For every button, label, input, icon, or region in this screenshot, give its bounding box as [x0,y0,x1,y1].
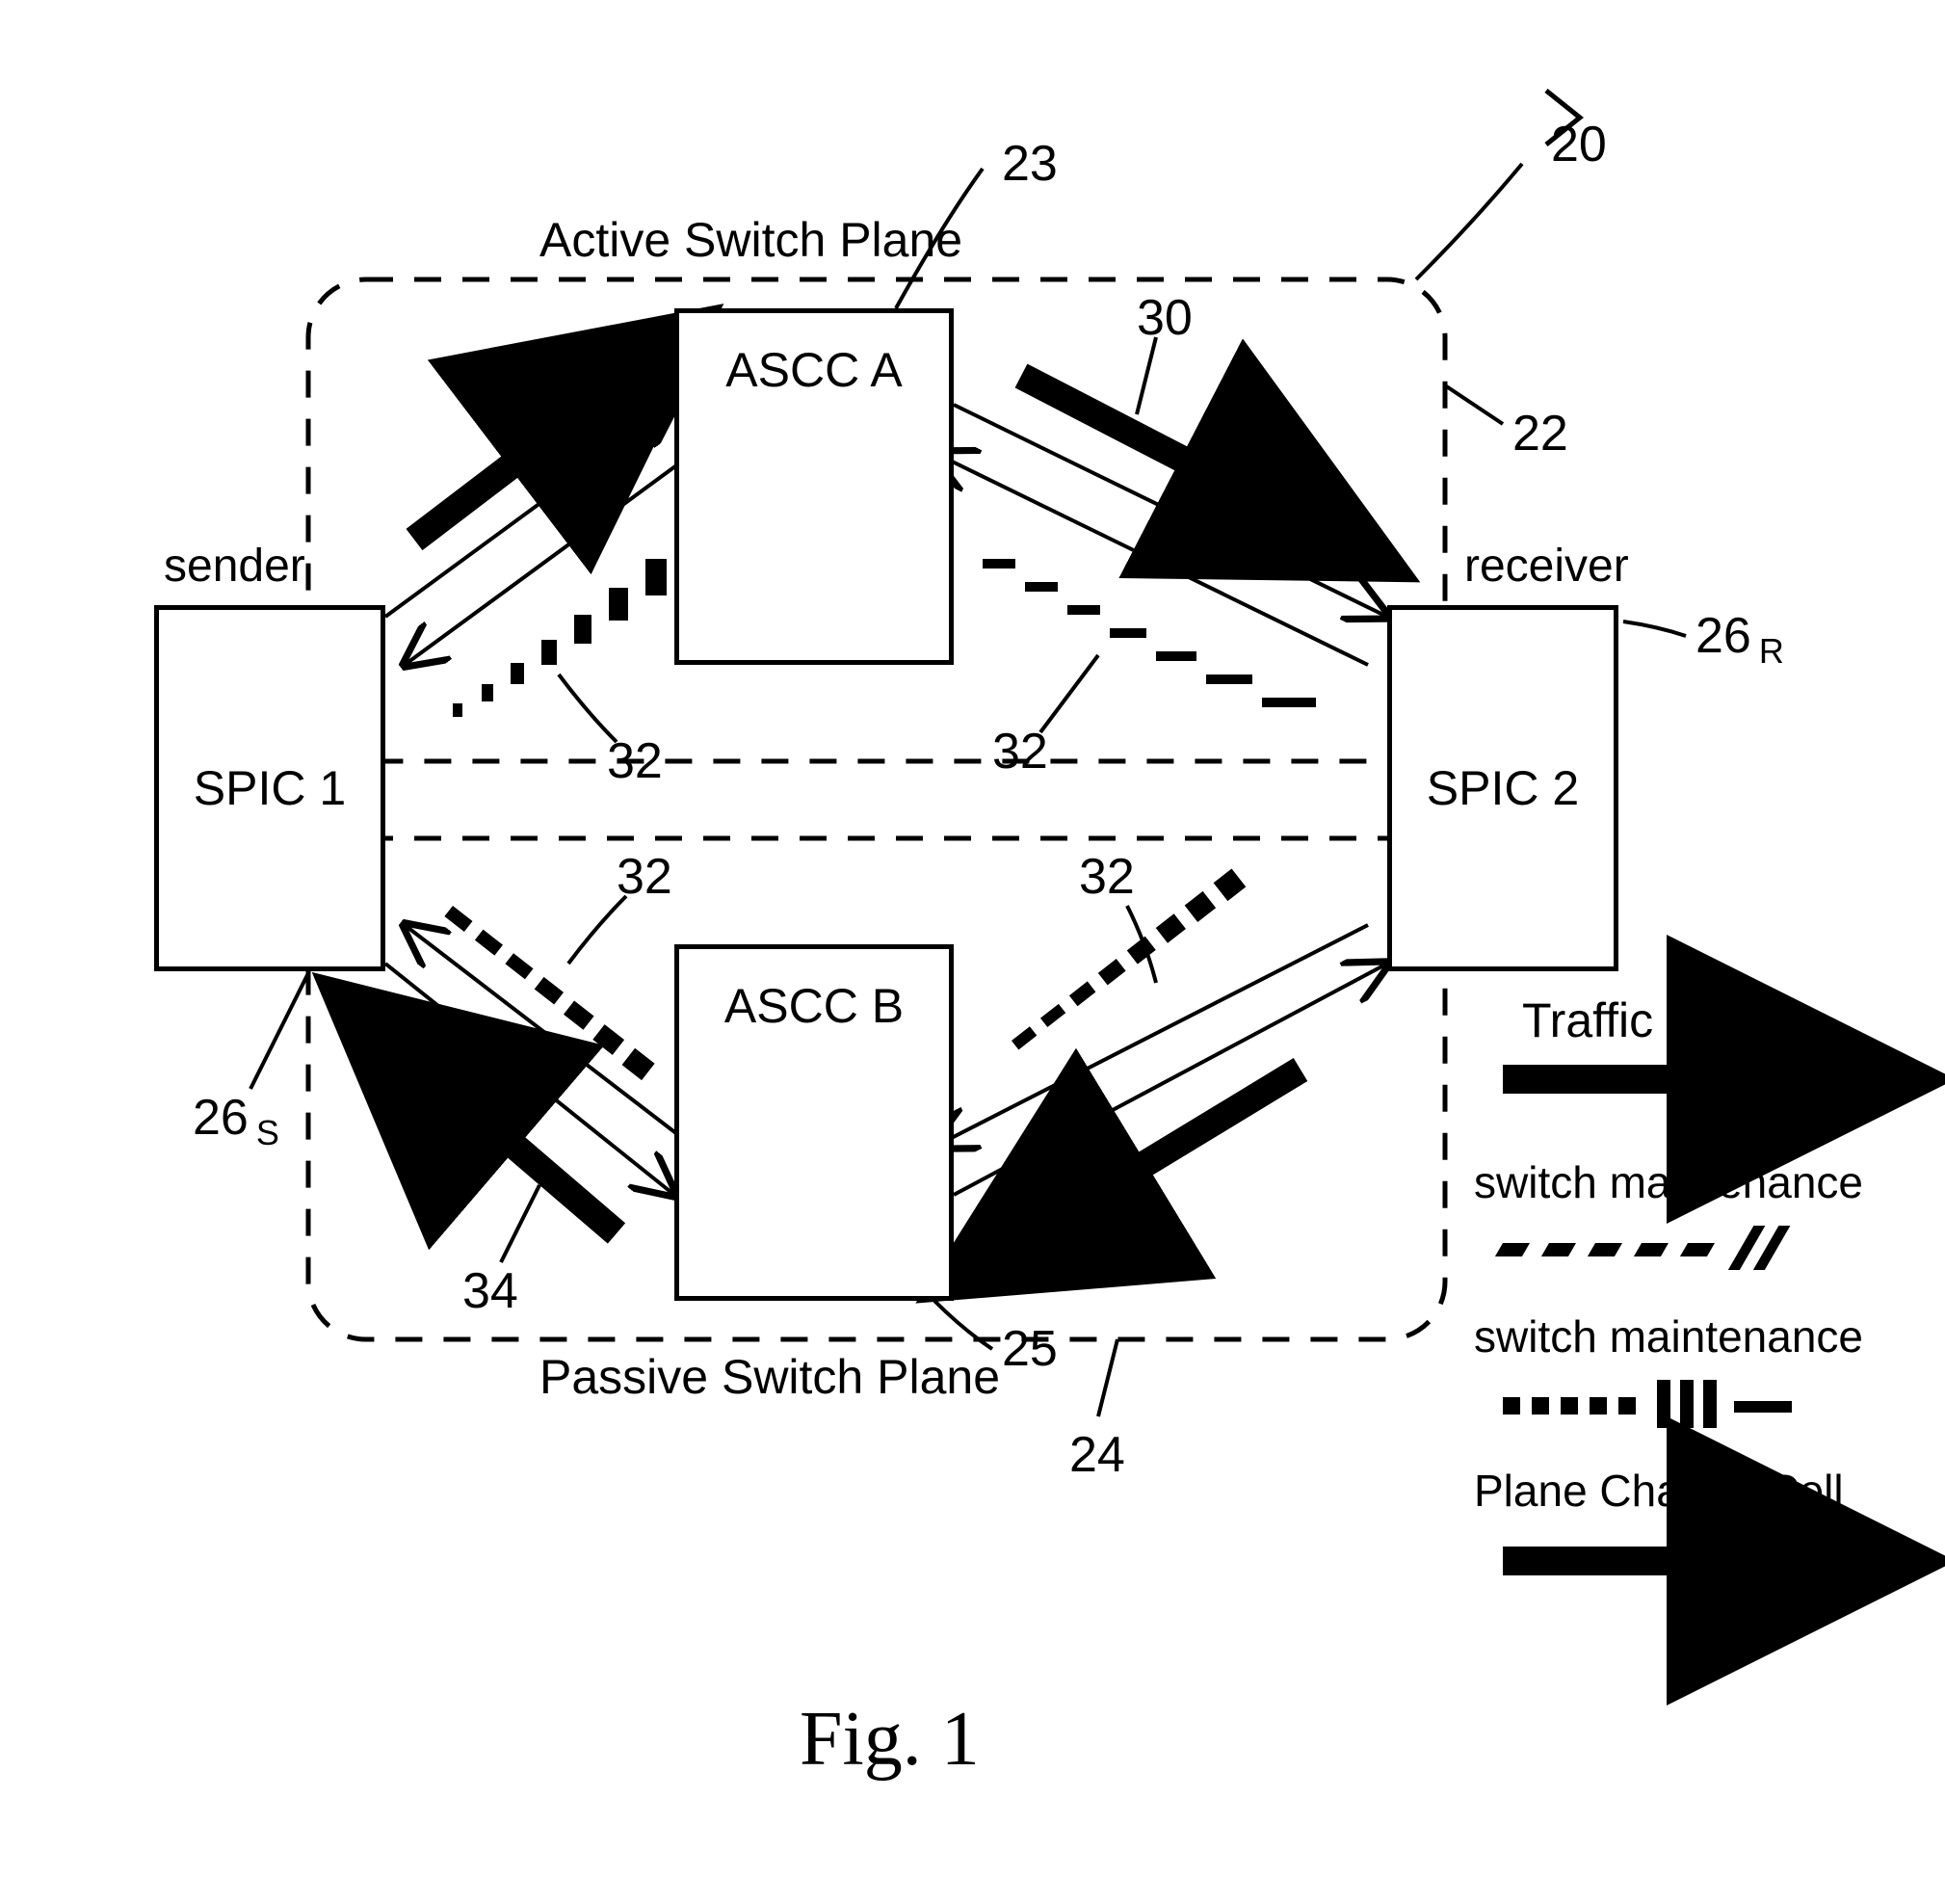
spic1-label: SPIC 1 [194,760,346,816]
ascc-b-label: ASCC B [724,978,904,1034]
passive-plane-label: Passive Switch Plane [539,1349,1000,1405]
callout-32-a: 32 [607,732,663,790]
callout-20: 20 [1551,116,1607,173]
callout-22: 22 [1512,405,1568,463]
callout-26s-num: 26 [193,1090,249,1146]
callout-32-c: 32 [617,848,672,906]
sender-label: sender [164,540,305,593]
ascc-b-box: ASCC B [674,944,954,1301]
legend-sm1-label: switch maintenance [1474,1156,1863,1208]
diagram-stage: SPIC 1 SPIC 2 ASCC A ASCC B Active Switc… [0,0,1945,1904]
legend-sm2 [1503,1380,1792,1428]
receiver-label: receiver [1464,540,1629,593]
legend-sm2-label: switch maintenance [1474,1310,1863,1362]
callout-34: 34 [462,1262,518,1320]
ascc-a-box: ASCC A [674,308,954,665]
callout-23: 23 [1002,135,1058,193]
ascc-a-label: ASCC A [725,342,902,398]
callout-26s: 26S [193,1089,279,1153]
callout-26r-sub: R [1759,631,1784,671]
legend-traffic: Traffic [1522,992,1653,1048]
callout-26r: 26R [1695,607,1784,672]
callout-32-b: 32 [992,723,1048,780]
figure-caption: Fig. 1 [800,1696,980,1784]
spic2-box: SPIC 2 [1387,605,1618,971]
callout-32-d: 32 [1079,848,1135,906]
sm-pattern-active-left [453,559,667,717]
callout-26r-num: 26 [1695,608,1751,664]
legend-sm1 [1495,1226,1790,1270]
callout-24: 24 [1069,1426,1125,1484]
spic2-label: SPIC 2 [1427,760,1579,816]
sm-pattern-active-right [983,559,1316,707]
sm-pattern-passive-left [439,906,654,1080]
callout-25: 25 [1002,1320,1058,1378]
active-plane-label: Active Switch Plane [539,212,962,268]
spic1-box: SPIC 1 [154,605,385,971]
callout-30: 30 [1137,289,1193,347]
legend-pcc-label: Plane Change Cell [1474,1465,1844,1517]
callout-26s-sub: S [256,1113,279,1152]
